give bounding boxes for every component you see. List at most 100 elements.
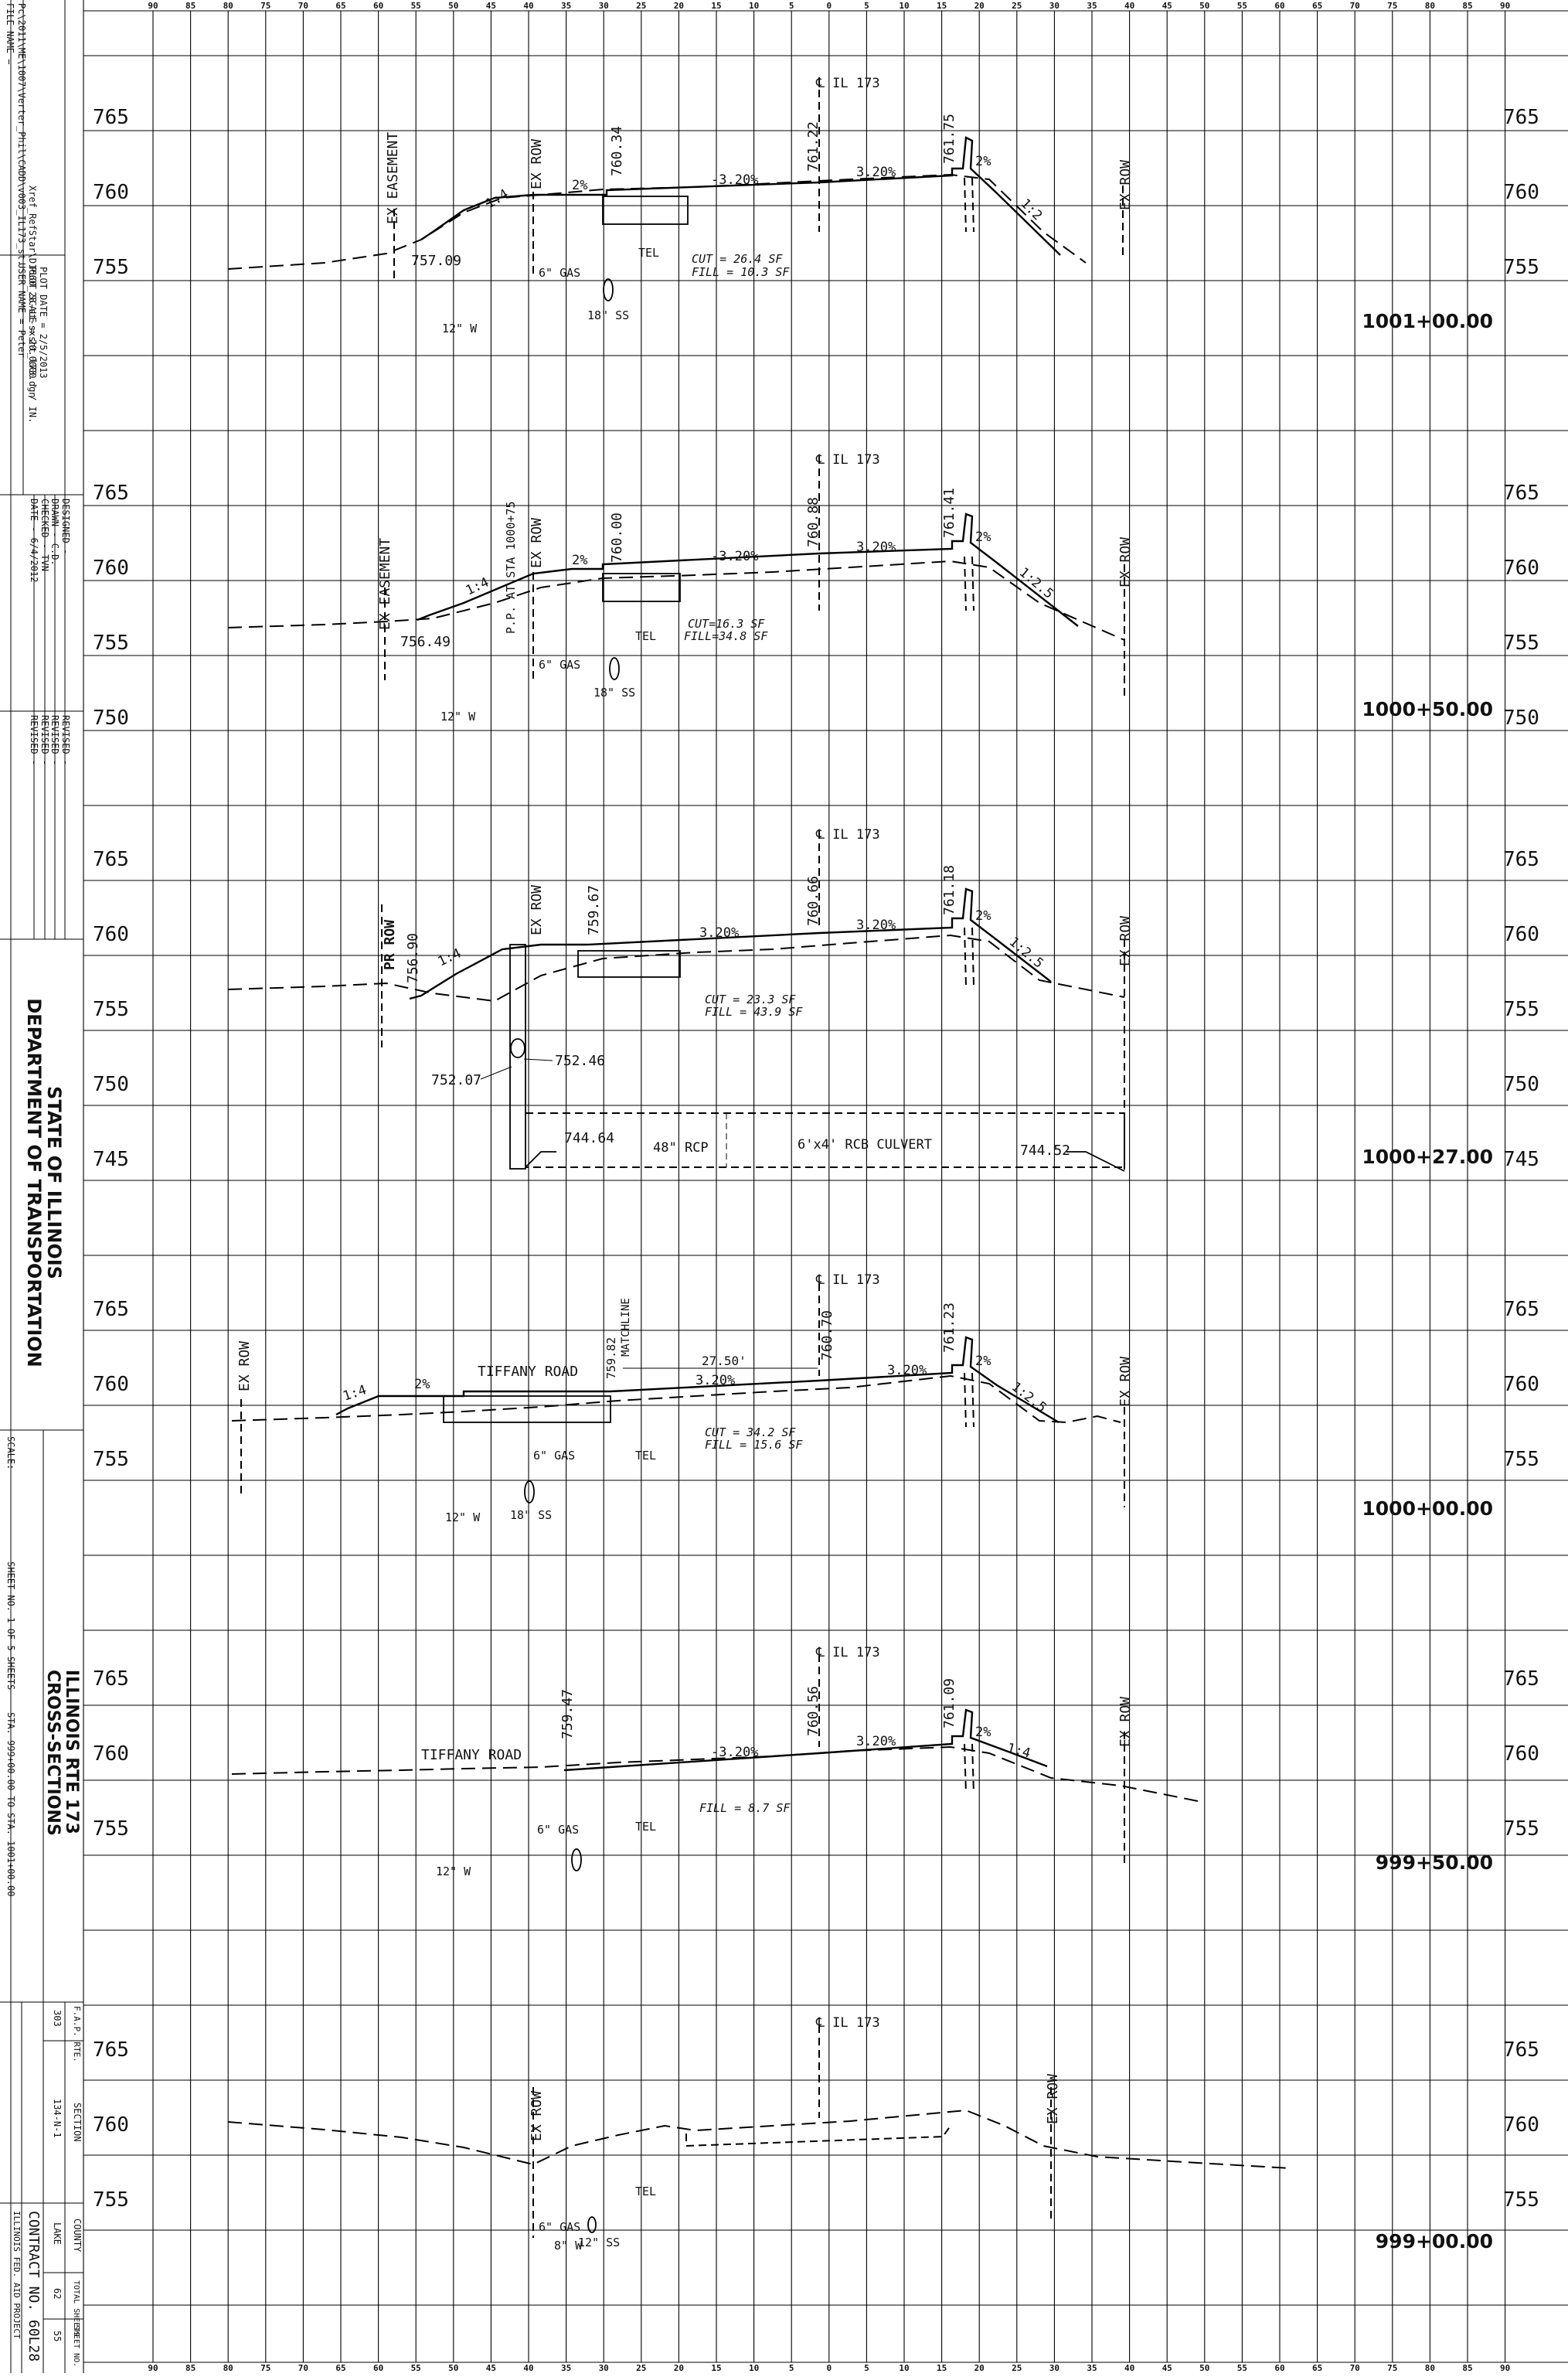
invert-right-elev: 744.52 — [1020, 1143, 1070, 1159]
elev-labels: 765 760 755 750 745 765 760 755 750 745 — [93, 848, 1539, 1171]
elev-label: 755 — [93, 632, 129, 655]
revised-label-3: REVISED - — [39, 715, 50, 765]
offset-tick-label: 35 — [561, 2363, 571, 2373]
offset-tick-label: 45 — [1162, 2363, 1172, 2373]
row-right-label: EX ROW — [1117, 1697, 1134, 1747]
cut-quantity: CUT = 34.2 SF — [705, 1425, 796, 1439]
elev-label: 755 — [1503, 1448, 1539, 1471]
offset-tick-label: 25 — [636, 1, 646, 11]
elev-label: 760 — [93, 557, 129, 580]
row-right-label: EX ROW — [1117, 537, 1134, 587]
revised-label-1: REVISED - — [60, 715, 71, 765]
offset-tick-label: 20 — [974, 1, 985, 11]
offset-tick-label: 5 — [864, 2363, 869, 2373]
offset-tick-label: 85 — [185, 1, 196, 11]
elev-label: 755 — [1503, 998, 1539, 1021]
row-right-label: EX ROW — [1045, 2074, 1061, 2124]
slope-label: 2% — [975, 1354, 991, 1369]
elev-label: 755 — [1503, 632, 1539, 655]
section-1000-27: 765 760 755 750 745 765 760 755 750 745 … — [93, 827, 1539, 1172]
tel-label: TEL — [635, 2185, 656, 2198]
offset-tick-label: 65 — [335, 1, 345, 11]
contract-no: CONTRACT NO. 60L28 — [26, 2211, 42, 2362]
elev-label: 760 — [93, 181, 129, 204]
row-right-label: EX ROW — [1117, 1357, 1134, 1407]
offset-tick-label: 15 — [711, 2363, 721, 2373]
offset-tick-label: 25 — [1012, 2363, 1022, 2373]
scale-label: SCALE: — [5, 1436, 16, 1469]
title-block-text: FILE NAME = Pc\2011\ME\1007\Verter_Phil\… — [5, 3, 83, 2367]
offset-tick-label: 10 — [749, 1, 759, 11]
offset-tick-label: 55 — [1237, 1, 1247, 11]
easement-label: EX EASEMENT — [377, 538, 393, 630]
elev-label: 760 — [1503, 1742, 1539, 1766]
offset-tick-label: 90 — [148, 2363, 158, 2373]
elev-label: 760 — [1503, 2113, 1539, 2137]
offset-tick-label: 75 — [1387, 2363, 1397, 2373]
elev-label: 760 — [1503, 1373, 1539, 1396]
offset-tick-label: 35 — [1087, 2363, 1097, 2373]
section-value: 134-N-1 — [52, 2099, 63, 2138]
dept-line-2: DEPARTMENT OF TRANSPORTATION — [23, 998, 45, 1367]
fill-quantity: FILL = 8.7 SF — [699, 1801, 791, 1815]
offset-tick-label: 25 — [636, 2363, 646, 2373]
plot-scale: PLOT SCALE = 20.0000 ' / IN. — [27, 267, 38, 423]
elev-label: 765 — [1503, 106, 1539, 129]
elev-label: 755 — [93, 998, 129, 1021]
offset-tick-label: 65 — [1312, 2363, 1322, 2373]
county-value: LAKE — [52, 2222, 63, 2245]
offset-tick-label: 60 — [373, 2363, 383, 2373]
offset-tick-label: 40 — [1124, 2363, 1134, 2373]
sta-range: STA. 999+00.00 TO STA. 1001+00.00 — [5, 1712, 16, 1896]
elev-label: 750 — [1503, 707, 1539, 730]
slope-label: 3.20% — [887, 1363, 927, 1378]
offset-tick-label: 20 — [674, 1, 684, 11]
fill-quantity: FILL = 43.9 SF — [705, 1005, 803, 1019]
water-label: 8" W — [554, 2239, 583, 2253]
offset-tick-label: 85 — [185, 2363, 196, 2373]
offset-scale-top: 90 85 80 75 70 65 60 55 50 45 40 35 30 25 20 15 10 5 0 5 10 1… — [148, 1, 1510, 11]
sheet-no-label: SHEET NO. — [72, 2325, 80, 2367]
offset-tick-label: 60 — [1274, 1, 1284, 11]
fill-quantity: FILL = 10.3 SF — [692, 265, 790, 279]
elev-label: 765 — [93, 482, 129, 505]
slope-label: 2% — [572, 553, 587, 568]
slope-label: 2% — [975, 530, 991, 545]
elev-crown: 760.56 — [805, 1686, 821, 1736]
elev-label: 755 — [93, 2188, 129, 2212]
section-label: SECTION — [72, 2103, 83, 2142]
project-title-2: CROSS-SECTIONS — [43, 1670, 63, 1836]
total-sheets-value: 62 — [52, 2288, 63, 2299]
offset-tick-label: 70 — [1350, 2363, 1360, 2373]
tel-label: TEL — [635, 1449, 656, 1463]
cut-quantity: CUT = 26.4 SF — [692, 252, 783, 266]
sheet-no: SHEET NO. 1 OF 5 SHEETS — [5, 1561, 16, 1690]
offset-tick-label: 80 — [223, 1, 233, 11]
elev-label: 765 — [1503, 848, 1539, 871]
gas-label: 6" GAS — [539, 2220, 580, 2234]
fill-quantity: FILL = 15.6 SF — [705, 1438, 803, 1452]
elev-curb: 761.41 — [941, 488, 957, 538]
designed-label: DESIGNED - — [60, 499, 71, 554]
elev-label: 750 — [93, 707, 129, 730]
offset-tick-label: 25 — [1012, 1, 1022, 11]
elev-label: 765 — [93, 1298, 129, 1321]
row-left-label: EX ROW — [236, 1341, 253, 1391]
offset-tick-label: 30 — [599, 1, 609, 11]
offset-tick-label: 30 — [599, 2363, 609, 2373]
section-1000-00: 765 760 755 765 760 755 ℄ IL 173 EX ROW … — [93, 1272, 1539, 1524]
offset-tick-label: 50 — [448, 2363, 458, 2373]
elev-label: 765 — [93, 1667, 129, 1691]
offset-tick-label: 15 — [711, 1, 721, 11]
offset-tick-label: 60 — [373, 1, 383, 11]
offset-tick-label: 40 — [523, 1, 533, 11]
elev-edge: 759.47 — [560, 1689, 576, 1739]
easement-label: EX EASEMENT — [385, 132, 401, 224]
elev-label: 750 — [93, 1073, 129, 1096]
pp-label: P.P. AT STA 1000+75 — [504, 501, 518, 634]
station-label: 999+50.00 — [1376, 1851, 1493, 1874]
elev-curb: 761.23 — [941, 1303, 957, 1353]
elev-label: 765 — [1503, 2038, 1539, 2062]
